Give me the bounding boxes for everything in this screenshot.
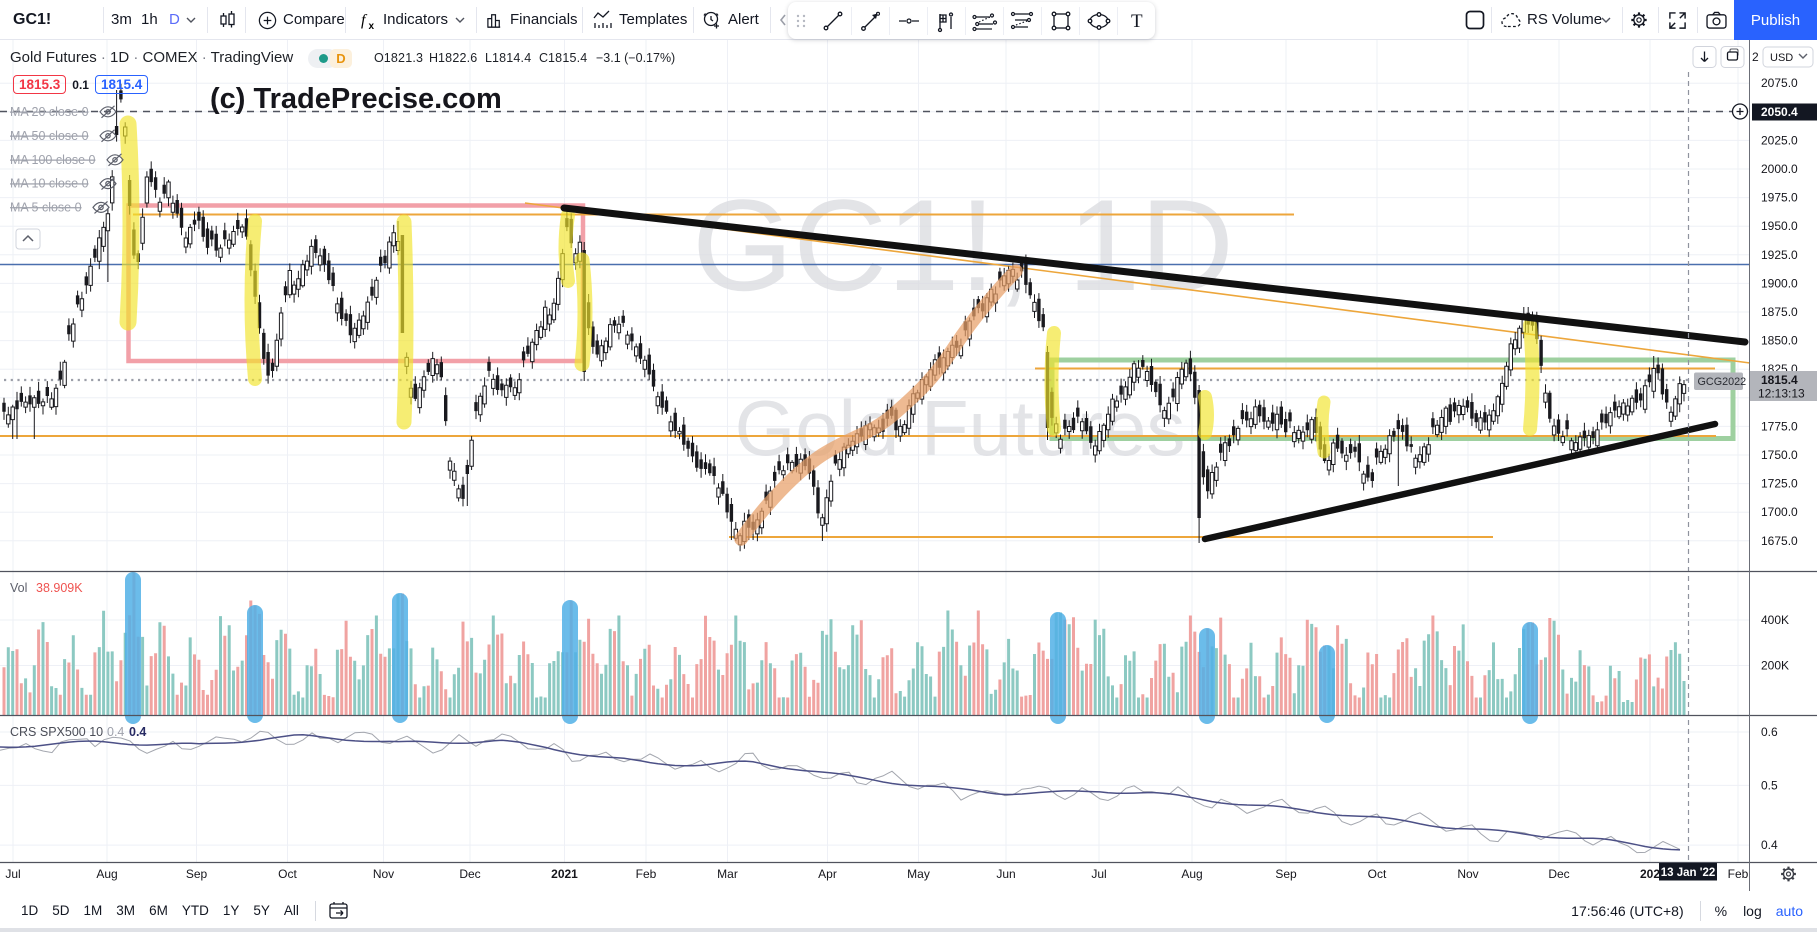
svg-text:1850.0: 1850.0: [1761, 334, 1798, 348]
svg-text:1975.0: 1975.0: [1761, 191, 1798, 205]
svg-text:0.6: 0.6: [1761, 725, 1778, 739]
svg-text:1725.0: 1725.0: [1761, 477, 1798, 491]
svg-text:MA 5 close 0: MA 5 close 0: [10, 200, 82, 214]
svg-text:MA 50 close 0: MA 50 close 0: [10, 129, 89, 143]
svg-text:Jul: Jul: [5, 867, 20, 881]
svg-text:13 Jan '22: 13 Jan '22: [1661, 867, 1716, 879]
svg-text:Vol: Vol: [10, 581, 27, 595]
svg-text:2050.4: 2050.4: [1761, 105, 1798, 119]
svg-text:0.5: 0.5: [1761, 778, 1778, 792]
svg-text:MA 10 close 0: MA 10 close 0: [10, 177, 89, 191]
svg-text:Oct: Oct: [1368, 867, 1387, 881]
svg-text:Jun: Jun: [996, 867, 1015, 881]
svg-text:CRS SPX500 10: CRS SPX500 10: [10, 725, 103, 739]
svg-text:1750.0: 1750.0: [1761, 448, 1798, 462]
svg-text:1950.0: 1950.0: [1761, 219, 1798, 233]
svg-text:Oct: Oct: [278, 867, 297, 881]
svg-text:0.4: 0.4: [1761, 838, 1778, 852]
svg-text:Aug: Aug: [1181, 867, 1202, 881]
svg-text:Apr: Apr: [818, 867, 837, 881]
svg-text:Feb: Feb: [636, 867, 657, 881]
svg-text:f: f: [361, 12, 368, 29]
svg-text:May: May: [907, 867, 930, 881]
svg-text:T: T: [1131, 11, 1143, 32]
svg-text:Dec: Dec: [459, 867, 480, 881]
svg-text:400K: 400K: [1761, 613, 1789, 627]
svg-text:GCG2022: GCG2022: [1698, 376, 1747, 388]
svg-text:USD: USD: [1770, 52, 1793, 64]
svg-text:1815.4: 1815.4: [1761, 373, 1798, 387]
svg-text:1900.0: 1900.0: [1761, 276, 1798, 290]
svg-text:200K: 200K: [1761, 659, 1789, 673]
svg-text:1875.0: 1875.0: [1761, 305, 1798, 319]
svg-text:1700.0: 1700.0: [1761, 505, 1798, 519]
svg-text:Nov: Nov: [373, 867, 394, 881]
svg-text:GC1!, 1D: GC1!, 1D: [692, 172, 1234, 318]
svg-text:(c) TradePrecise.com: (c) TradePrecise.com: [210, 83, 502, 115]
svg-text:38.909K: 38.909K: [36, 581, 83, 595]
svg-text:1675.0: 1675.0: [1761, 534, 1798, 548]
svg-text:x: x: [369, 21, 375, 32]
svg-text:2000.0: 2000.0: [1761, 162, 1798, 176]
svg-text:Mar: Mar: [717, 867, 738, 881]
svg-text:MA 20 close 0: MA 20 close 0: [10, 105, 89, 119]
svg-text:Feb: Feb: [1728, 867, 1749, 881]
svg-text:Nov: Nov: [1457, 867, 1478, 881]
svg-text:1775.0: 1775.0: [1761, 419, 1798, 433]
svg-text:MA 100 close 0: MA 100 close 0: [10, 153, 96, 167]
svg-text:202: 202: [1640, 867, 1660, 881]
svg-text:2075.0: 2075.0: [1761, 76, 1798, 90]
svg-text:Dec: Dec: [1548, 867, 1569, 881]
svg-text:2: 2: [1752, 50, 1759, 64]
svg-text:2025.0: 2025.0: [1761, 133, 1798, 147]
svg-text:0.4: 0.4: [107, 725, 124, 739]
svg-text:Sep: Sep: [186, 867, 208, 881]
svg-text:Aug: Aug: [96, 867, 117, 881]
svg-text:12:13:13: 12:13:13: [1758, 387, 1805, 401]
svg-text:1925.0: 1925.0: [1761, 248, 1798, 262]
svg-text:2021: 2021: [551, 867, 578, 881]
svg-text:Sep: Sep: [1275, 867, 1297, 881]
svg-text:Jul: Jul: [1091, 867, 1106, 881]
svg-text:0.4: 0.4: [129, 725, 146, 739]
